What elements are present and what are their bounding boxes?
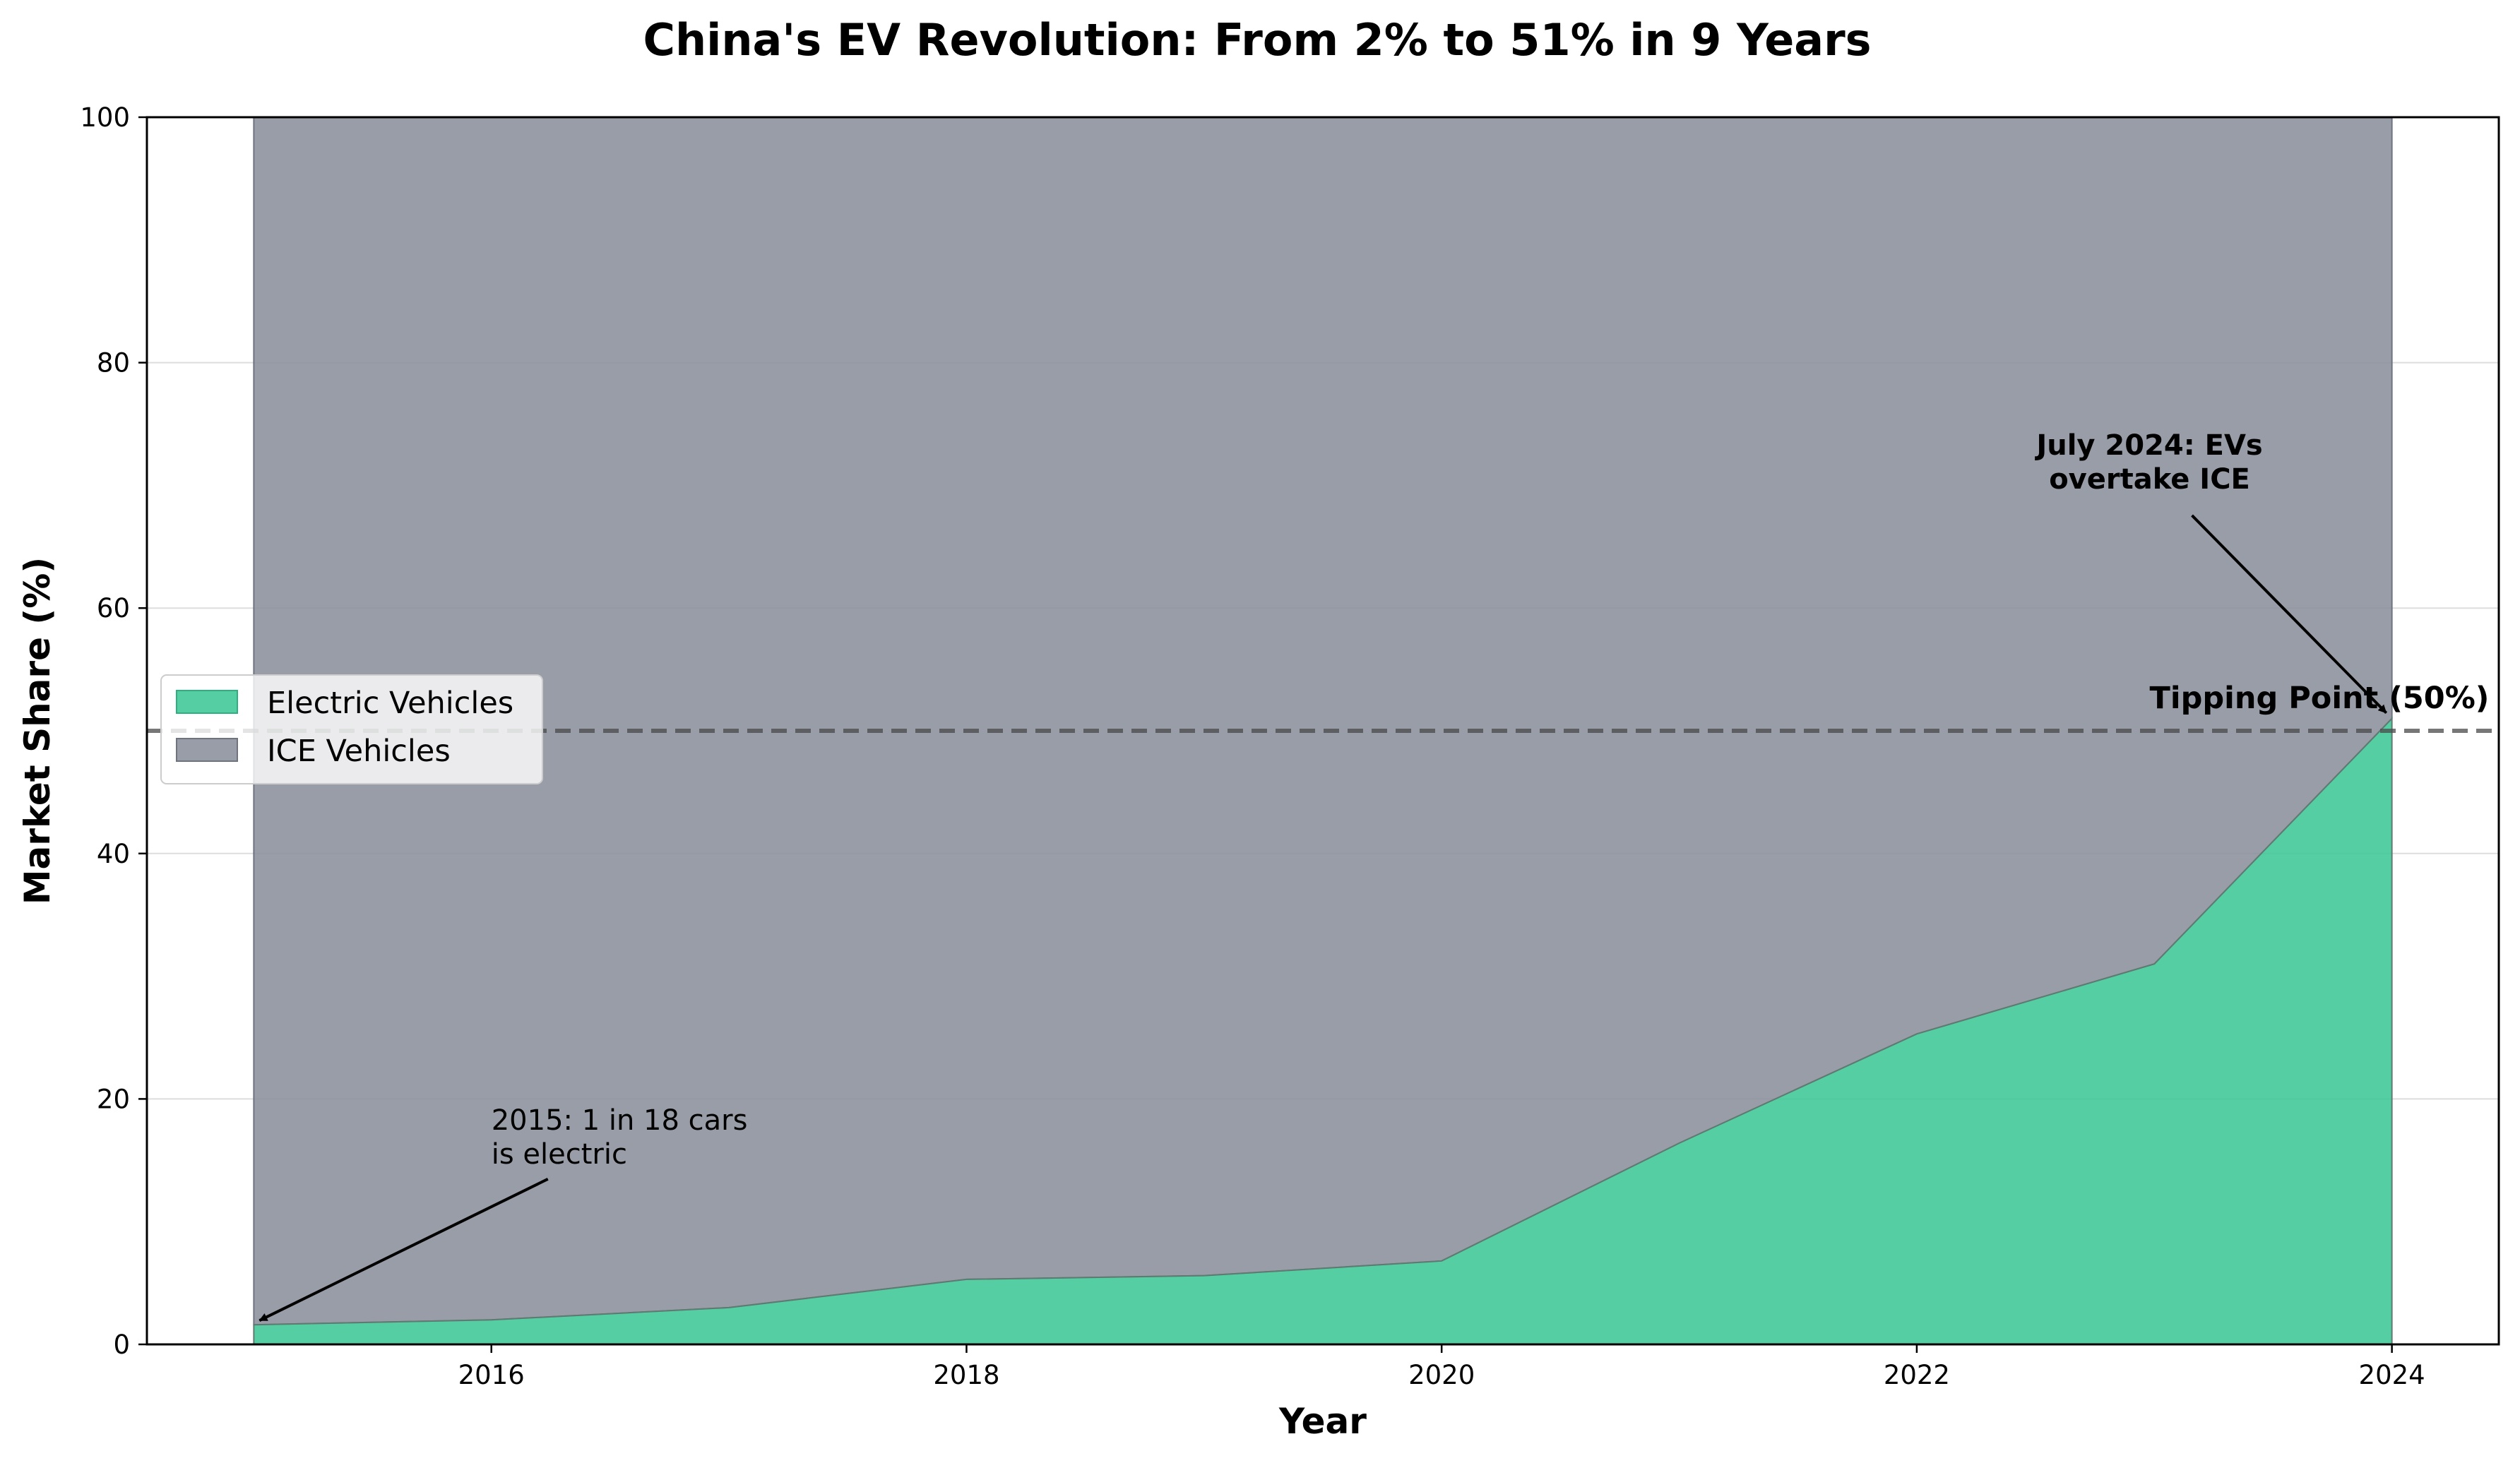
legend-swatch-ice bbox=[176, 738, 238, 762]
chart-title: China's EV Revolution: From 2% to 51% in… bbox=[643, 14, 1871, 66]
x-axis: 2016 2018 2020 2022 2024 bbox=[458, 1344, 2425, 1390]
y-tick-label-40: 40 bbox=[97, 839, 130, 869]
y-tick-label-80: 80 bbox=[97, 348, 130, 378]
annotation-2015-line-1: is electric bbox=[492, 1138, 627, 1171]
x-tick-label-2018: 2018 bbox=[933, 1360, 999, 1390]
legend-box bbox=[160, 674, 543, 784]
y-tick-label-60: 60 bbox=[97, 593, 130, 623]
x-tick-label-2024: 2024 bbox=[2359, 1360, 2425, 1390]
y-axis-label: Market Share (%) bbox=[17, 557, 58, 904]
legend: Electric Vehicles ICE Vehicles bbox=[160, 674, 543, 784]
y-axis: 0 20 40 60 80 100 bbox=[80, 102, 147, 1360]
legend-label-ev: Electric Vehicles bbox=[267, 686, 513, 721]
y-tick-label-20: 20 bbox=[97, 1084, 130, 1114]
x-axis-label: Year bbox=[1278, 1401, 1367, 1442]
y-tick-label-0: 0 bbox=[113, 1330, 130, 1360]
tipping-point-label: Tipping Point (50%) bbox=[2150, 681, 2490, 716]
annotation-2015-arrow bbox=[258, 1178, 549, 1322]
y-tick-label-100: 100 bbox=[80, 102, 130, 133]
plot-frame bbox=[145, 116, 2500, 1346]
x-tick-label-2016: 2016 bbox=[458, 1360, 525, 1390]
x-tick-label-2022: 2022 bbox=[1884, 1360, 1950, 1390]
annotation-2024-line-1: overtake ICE bbox=[2049, 463, 2250, 496]
legend-label-ice: ICE Vehicles bbox=[267, 734, 451, 769]
annotation-2015-line-0: 2015: 1 in 18 cars bbox=[492, 1104, 748, 1137]
annotation-2024-line-0: July 2024: EVs bbox=[2034, 429, 2262, 462]
legend-swatch-ev bbox=[176, 690, 238, 714]
x-tick-label-2020: 2020 bbox=[1408, 1360, 1475, 1390]
annotation-2024-arrow bbox=[2191, 514, 2388, 715]
